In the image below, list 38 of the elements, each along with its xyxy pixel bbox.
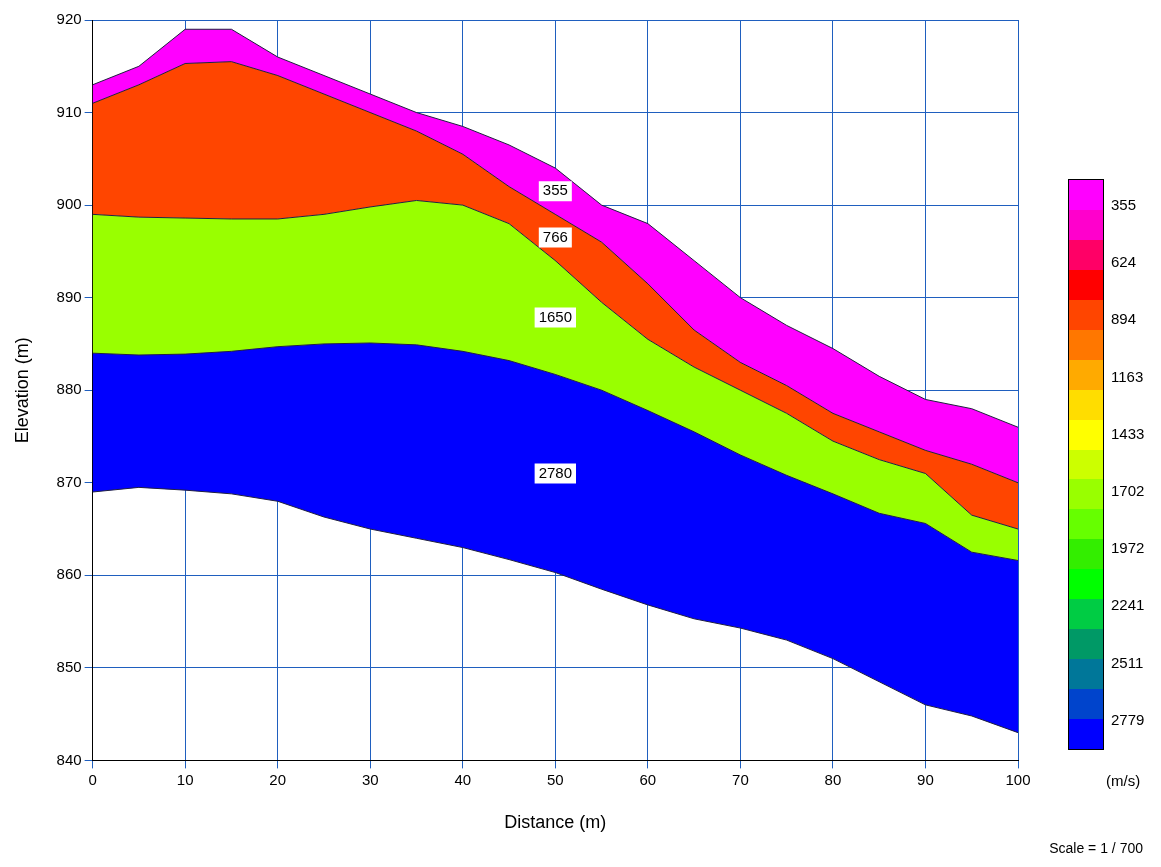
color-bar-label: 1702 (1111, 482, 1145, 500)
color-bar-title: (m/s) (1106, 772, 1141, 789)
x-tick-label: 30 (361, 770, 379, 788)
color-bar-label: 894 (1111, 310, 1137, 329)
text: Scale = 1 / 700 (1049, 840, 1143, 856)
series-label: 766 (542, 227, 568, 245)
x-axis-title: Distance (m) (504, 812, 607, 833)
series-label: 1650 (538, 307, 572, 325)
color-bar-label: 1433 (1111, 424, 1145, 443)
x-tick-label: 20 (269, 770, 287, 788)
color-bar-label: 1163 (1111, 367, 1144, 386)
x-tick-label: 50 (546, 770, 564, 788)
series-label: 355 (542, 181, 568, 199)
color-bar-label: 2511 (1111, 653, 1144, 672)
color-bar-label: 1972 (1111, 539, 1145, 558)
y-tick-label: 850 (56, 657, 82, 675)
y-tick-label: 890 (56, 287, 82, 305)
y-tick-label: 860 (56, 565, 82, 583)
x-tick-label: 70 (732, 770, 749, 788)
y-tick-label: 920 (56, 10, 82, 28)
color-bar-label: 2241 (1111, 596, 1145, 615)
y-tick-label: 840 (56, 750, 82, 768)
x-tick-label: 80 (824, 770, 842, 788)
x-tick-label: 100 (1005, 770, 1031, 788)
x-tick-label: 90 (917, 770, 934, 788)
color-bar-label: 624 (1111, 253, 1137, 272)
y-tick-label: 870 (56, 472, 82, 490)
y-axis-title: Elevation (m) (11, 337, 32, 444)
x-tick-label: 60 (639, 770, 657, 788)
x-tick-label: 0 (88, 770, 97, 788)
y-tick-label: 900 (56, 195, 82, 213)
y-tick-label: 910 (56, 102, 82, 120)
color-bar-label: 2779 (1111, 710, 1145, 729)
x-tick-label: 40 (454, 770, 472, 788)
y-tick-label: 880 (56, 380, 82, 398)
color-bar-label: 355 (1111, 195, 1137, 214)
x-tick-label: 10 (176, 770, 194, 788)
series-label: 2780 (538, 463, 572, 481)
